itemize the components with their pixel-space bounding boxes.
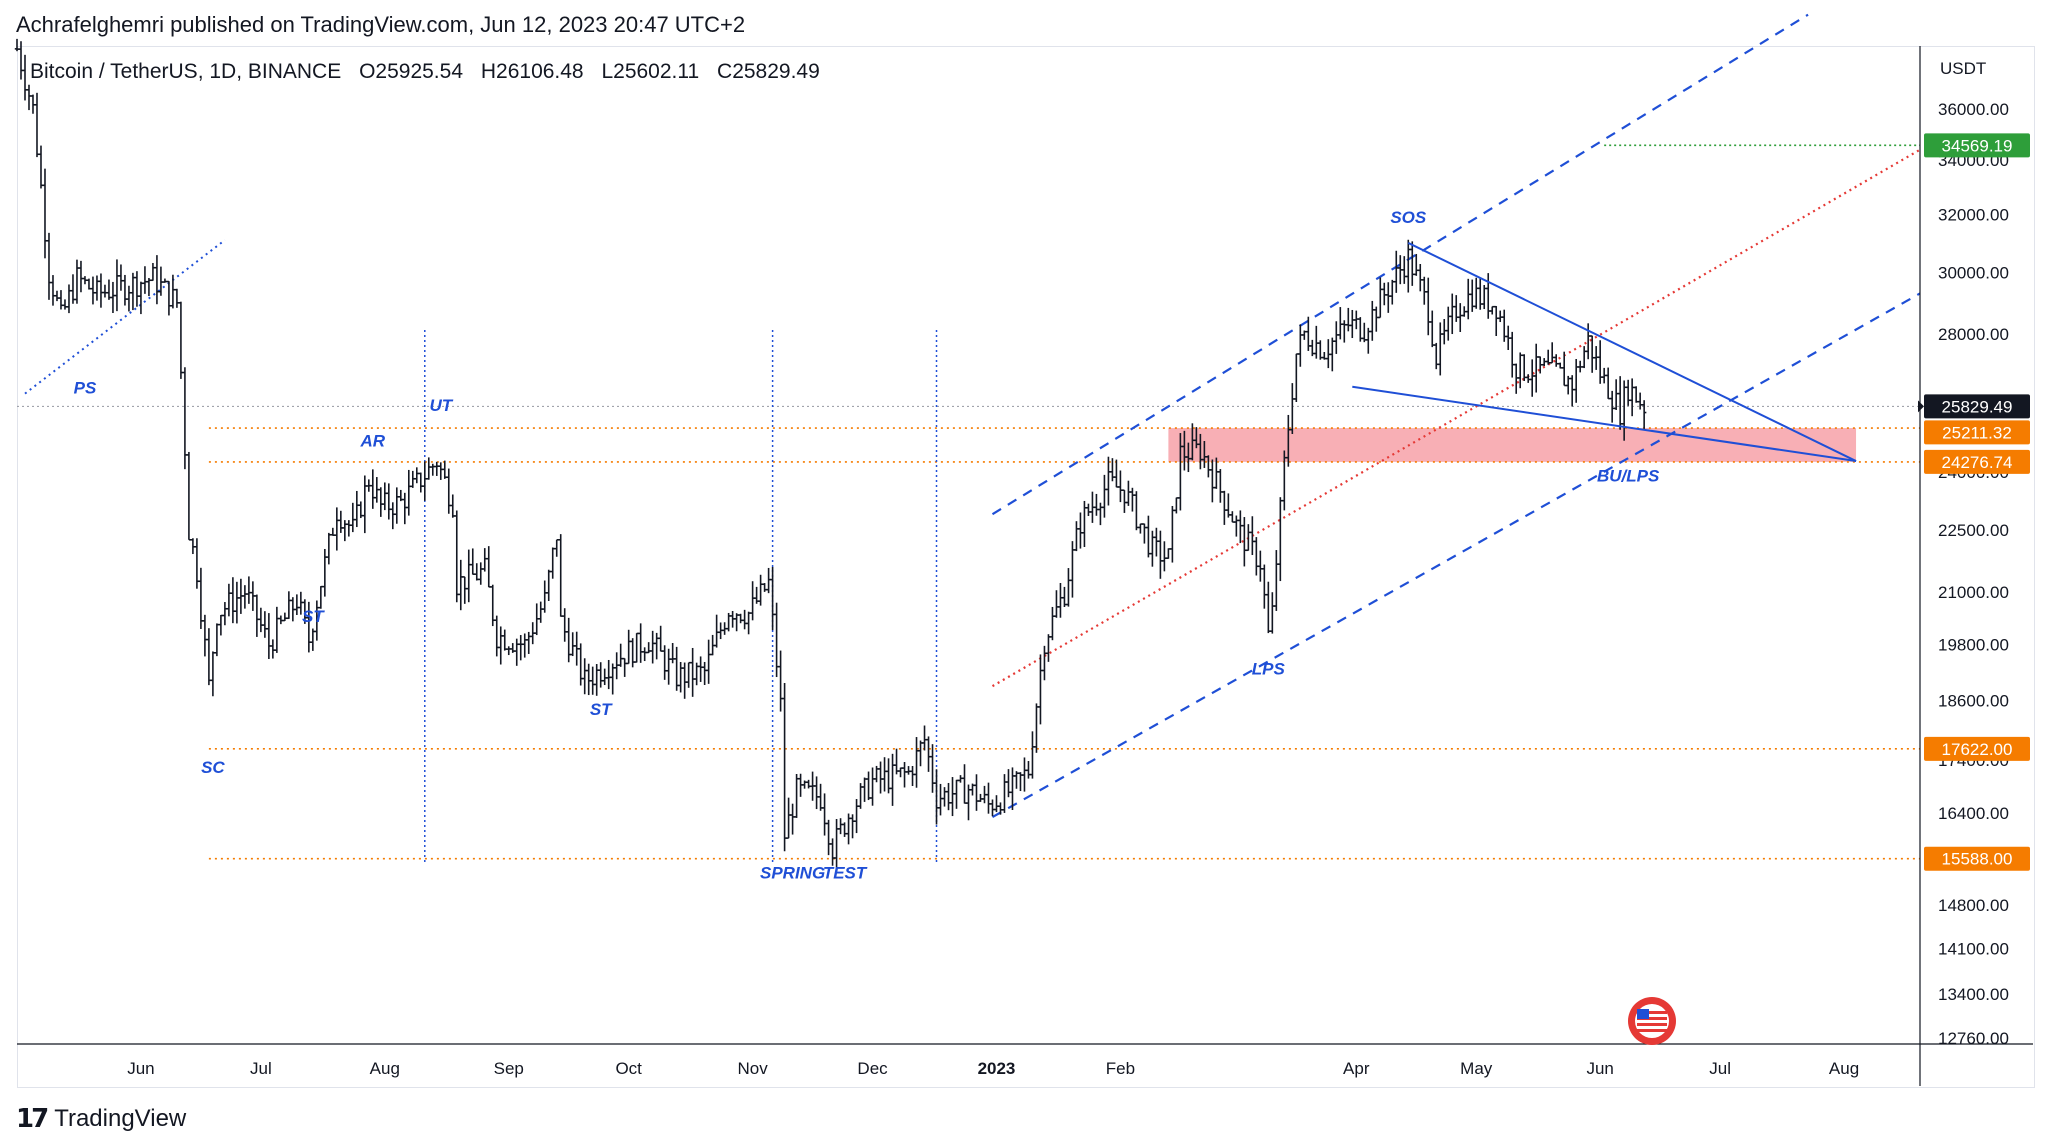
price-tick-label: 13400.00: [1938, 985, 2009, 1004]
wyckoff-label: ST: [590, 700, 613, 719]
time-tick-label: Jun: [127, 1059, 154, 1078]
time-tick-label: Dec: [857, 1059, 888, 1078]
channel-mid-line: [991, 148, 1921, 688]
wyckoff-label: SC: [201, 758, 225, 777]
price-tick-label: 14100.00: [1938, 940, 2009, 959]
phase-divider-layer: [424, 330, 938, 862]
flag-stripe: [1637, 1011, 1667, 1014]
price-badges-layer: 34569.19 25829.49 25211.32 24276.74 17622.00…: [1918, 133, 2030, 871]
close-value: C25829.49: [717, 60, 820, 83]
wyckoff-label: PS: [74, 379, 97, 398]
time-tick-label: Aug: [1829, 1059, 1859, 1078]
time-tick-label: Aug: [370, 1059, 400, 1078]
time-tick-label: Apr: [1343, 1059, 1370, 1078]
wyckoff-label: SOS: [1390, 208, 1427, 227]
price-badge: [1924, 133, 2030, 158]
flag-stripe: [1637, 1029, 1667, 1032]
time-tick-label: Oct: [615, 1059, 642, 1078]
wyckoff-label: UT: [429, 396, 453, 415]
price-tick-label: 32000.00: [1938, 205, 2009, 224]
time-tick-label: Feb: [1106, 1059, 1135, 1078]
wedge-lower-line: [1352, 385, 1857, 463]
price-badge: [1924, 449, 2030, 474]
ps-trendline: [24, 239, 226, 395]
price-tick-label: 28000.00: [1938, 325, 2009, 344]
flag-canton: [1637, 1009, 1649, 1019]
flag-icon-layer: [1628, 997, 1676, 1045]
low-value: L25602.11: [601, 60, 700, 83]
wyckoff-label: LPS: [1252, 659, 1286, 678]
price-tick-label: 14800.00: [1938, 896, 2009, 915]
price-badge: [1924, 420, 2030, 445]
high-value: H26106.48: [480, 60, 584, 83]
currency-label: USDT: [1940, 59, 1986, 78]
channel-lines-layer: [24, 13, 1921, 819]
time-tick-label: Jul: [1709, 1059, 1731, 1078]
level-lines-layer: [17, 144, 1920, 860]
price-badge-label: 24276.74: [1942, 453, 2013, 472]
axes-layer: USDT36000.0034000.0032000.0030000.002800…: [17, 46, 2033, 1086]
price-badge: [1924, 846, 2030, 871]
flag-stripe: [1637, 1023, 1667, 1026]
price-tick-label: 30000.00: [1938, 263, 2009, 282]
wyckoff-label: BU/LPS: [1597, 467, 1660, 486]
last-price-pointer-icon: [1918, 400, 1924, 413]
tradingview-brand[interactable]: 17 TradingView: [16, 1104, 186, 1134]
time-tick-label: Jul: [250, 1059, 272, 1078]
publish-attribution: Achrafelghemri published on TradingView.…: [16, 12, 746, 37]
price-tick-label: 12760.00: [1938, 1029, 2009, 1048]
wyckoff-label: AR: [360, 431, 386, 450]
time-tick-label: Jun: [1586, 1059, 1613, 1078]
open-value: O25925.54: [359, 60, 464, 83]
wyckoff-label: TEST: [823, 863, 868, 882]
symbol-legend: Bitcoin / TetherUS, 1D, BINANCE O25925.5…: [30, 60, 820, 84]
price-badge: [1924, 394, 2030, 419]
price-tick-label: 18600.00: [1938, 691, 2009, 710]
price-badge-label: 15588.00: [1942, 850, 2013, 869]
flag-stripe: [1637, 1017, 1667, 1020]
price-badge-label: 25829.49: [1942, 397, 2013, 416]
symbol-name: Bitcoin / TetherUS, 1D, BINANCE: [30, 60, 342, 83]
wedge-upper-line: [1407, 242, 1857, 462]
price-tick-label: 19800.00: [1938, 635, 2009, 654]
price-tick-label: 21000.00: [1938, 583, 2009, 602]
wyckoff-label: ST: [302, 607, 325, 626]
candles-layer: [14, 38, 1647, 868]
price-tick-label: 22500.00: [1938, 521, 2009, 540]
time-tick-label: May: [1460, 1059, 1493, 1078]
price-badge-label: 17622.00: [1942, 740, 2013, 759]
price-tick-label: 16400.00: [1938, 804, 2009, 823]
time-tick-label: 2023: [978, 1059, 1016, 1078]
channel-lower-line: [991, 292, 1921, 819]
time-tick-label: Nov: [737, 1059, 768, 1078]
price-tick-label: 36000.00: [1938, 100, 2009, 119]
wedge-lines-layer: [1352, 242, 1857, 463]
wyckoff-label: SPRING: [760, 863, 825, 882]
price-badge-label: 34569.19: [1942, 136, 2013, 155]
brand-name: TradingView: [54, 1105, 187, 1132]
channel-upper-line: [991, 13, 1809, 516]
chart-frame: [17, 46, 2035, 1088]
price-badge-label: 25211.32: [1942, 423, 2012, 442]
price-badge: [1924, 736, 2030, 761]
time-tick-label: Sep: [494, 1059, 524, 1078]
tradingview-logo-icon: 17: [16, 1104, 49, 1134]
